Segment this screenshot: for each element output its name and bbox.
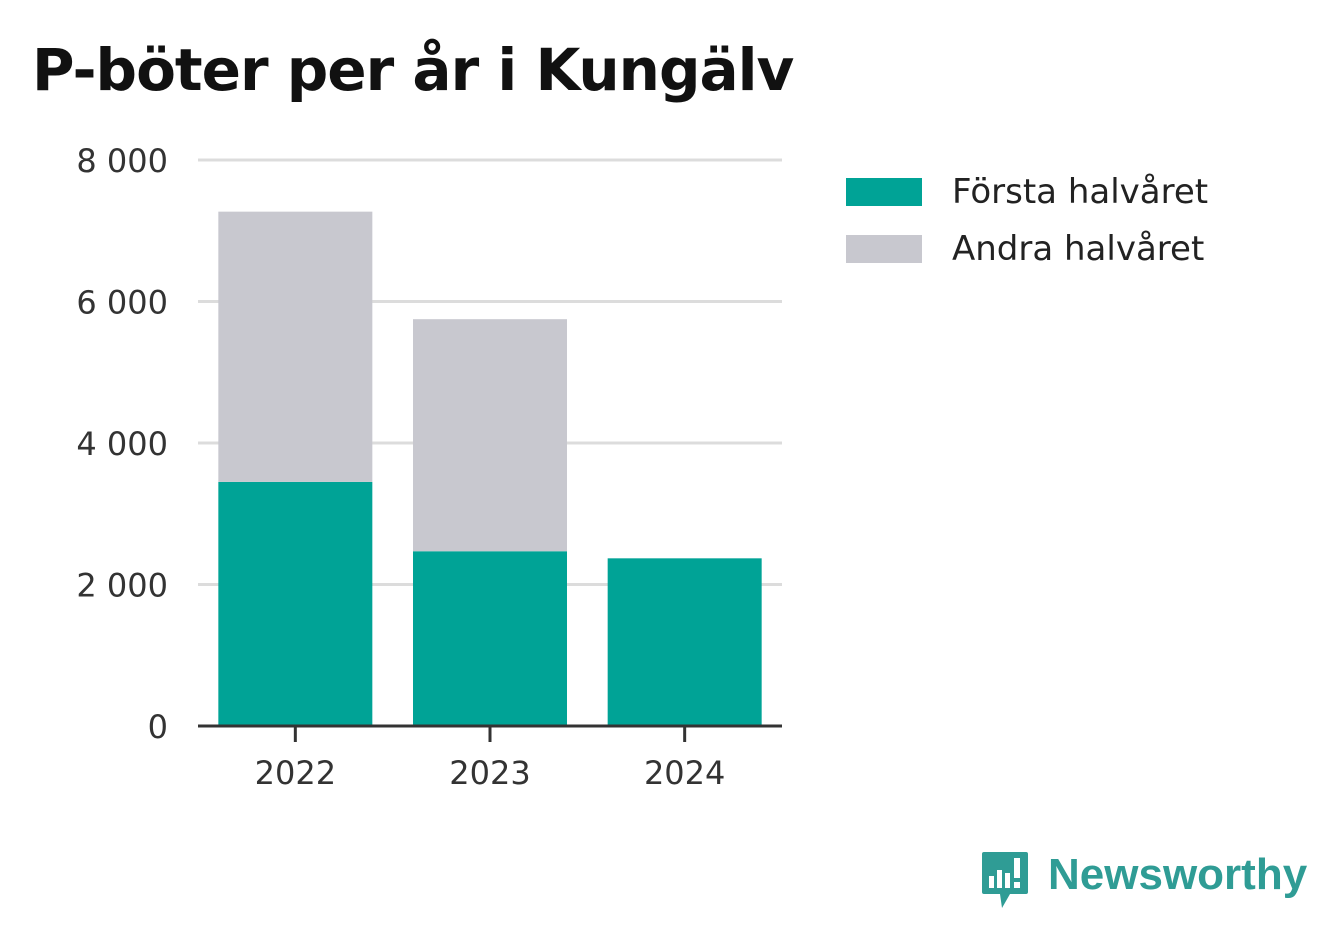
bar-2023-series-0 [413,551,567,726]
y-tick-label: 6 000 [76,284,168,322]
y-tick-label: 8 000 [76,142,168,180]
y-tick-label: 0 [148,708,168,746]
legend-swatch-andra-halvaret [846,235,922,263]
y-tick-label: 2 000 [76,567,168,605]
legend-swatch-forsta-halvaret [846,178,922,206]
x-tick-label-2023: 2023 [449,754,530,792]
x-tick-label-2022: 2022 [255,754,336,792]
y-tick-label: 4 000 [76,425,168,463]
bar-2024-series-0 [607,558,762,726]
legend-label-andra-halvaret: Andra halvåret [952,229,1205,269]
chart-title: P-böter per år i Kungälv [32,36,794,104]
brand-name: Newsworthy [1048,850,1308,899]
bar-2023-series-1 [413,319,567,552]
bar-2022-series-0 [218,481,373,726]
legend-label-forsta-halvaret: Första halvåret [952,172,1209,212]
newsworthy-logo-icon [982,852,1028,908]
bars [218,211,762,726]
axes: 0 2 000 4 000 6 000 8 000 2022 2023 2024 [76,142,782,792]
x-tick-label-2024: 2024 [644,754,725,792]
bar-2022-series-1 [218,211,373,482]
